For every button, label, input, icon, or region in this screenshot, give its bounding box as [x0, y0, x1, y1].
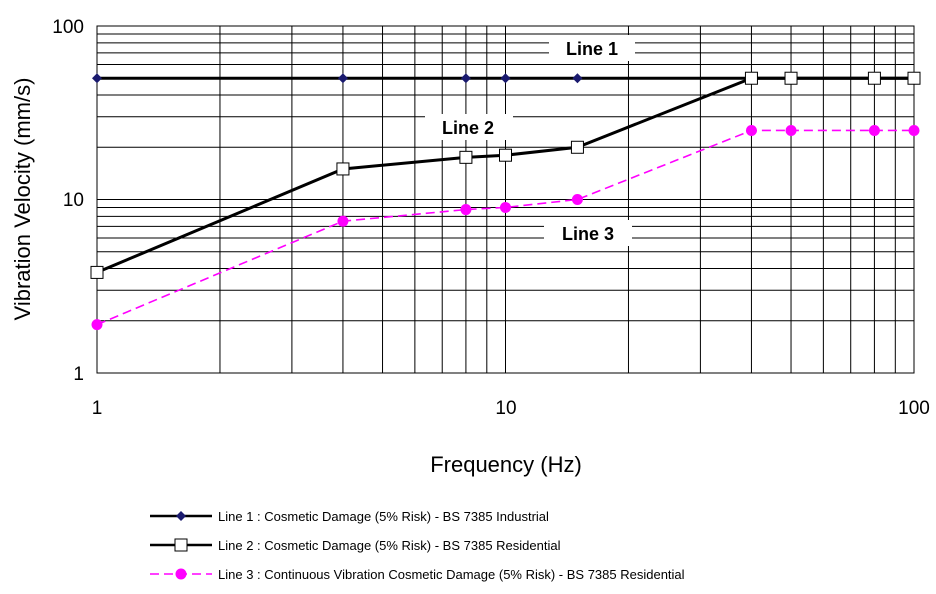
legend-label-3: Line 3 : Continuous Vibration Cosmetic D… [218, 567, 685, 582]
series-layer [90, 71, 921, 331]
legend-marker-3 [175, 568, 187, 580]
grid [96, 25, 915, 374]
series-1-point [337, 73, 348, 84]
legend-item-3: Line 3 : Continuous Vibration Cosmetic D… [150, 567, 685, 582]
series-2-point [867, 71, 881, 85]
series-2-point [907, 71, 921, 85]
series-3-point [91, 319, 103, 331]
line-3-label: Line 3 [544, 220, 632, 246]
series-2-point [336, 162, 350, 176]
x-axis-title: Frequency (Hz) [430, 452, 582, 477]
line-1-label: Line 1 [549, 35, 635, 61]
line-3-label-text: Line 3 [562, 224, 614, 244]
series-2-point [744, 71, 758, 85]
series-3-point [460, 204, 472, 216]
series-3-line [96, 129, 914, 326]
legend-marker-1 [176, 511, 186, 521]
legend: Line 1 : Cosmetic Damage (5% Risk) - BS … [150, 509, 685, 582]
line-2-label-text: Line 2 [442, 118, 494, 138]
series-3-point [745, 124, 757, 136]
legend-item-1: Line 1 : Cosmetic Damage (5% Risk) - BS … [150, 509, 549, 524]
legend-item-2: Line 2 : Cosmetic Damage (5% Risk) - BS … [150, 538, 561, 553]
series-3-point [868, 124, 880, 136]
line-1-label-text: Line 1 [566, 39, 618, 59]
series-2-point [784, 71, 798, 85]
legend-label-1: Line 1 : Cosmetic Damage (5% Risk) - BS … [218, 509, 549, 524]
line-2-label: Line 2 [425, 114, 513, 140]
series-3-point [908, 124, 920, 136]
x-tick-label-10: 10 [495, 398, 516, 419]
legend-label-2: Line 2 : Cosmetic Damage (5% Risk) - BS … [218, 538, 561, 553]
series-1-point [572, 73, 583, 84]
plot-area-border [96, 25, 915, 374]
series-3-point [571, 194, 583, 205]
series-3-point [337, 215, 349, 227]
series-1-point [92, 73, 102, 84]
x-tick-label-100: 100 [898, 398, 930, 419]
x-tick-label-1: 1 [92, 398, 103, 419]
y-tick-label-1: 1 [73, 364, 84, 385]
series-1-point [500, 73, 511, 84]
series-1-point [460, 73, 471, 84]
series-2-point [90, 265, 104, 279]
legend-marker-2 [174, 538, 188, 552]
series-2-point [499, 148, 512, 162]
series-3-point [500, 201, 511, 213]
series-2-point [570, 140, 584, 154]
series-3 [91, 124, 920, 331]
y-axis-title: Vibration Velocity (mm/s) [10, 78, 35, 321]
y-tick-label-10: 10 [63, 190, 84, 211]
y-tick-label-100: 100 [52, 17, 84, 38]
series-2-point [459, 150, 473, 164]
series-3-point [785, 124, 797, 136]
series-2 [90, 71, 921, 279]
